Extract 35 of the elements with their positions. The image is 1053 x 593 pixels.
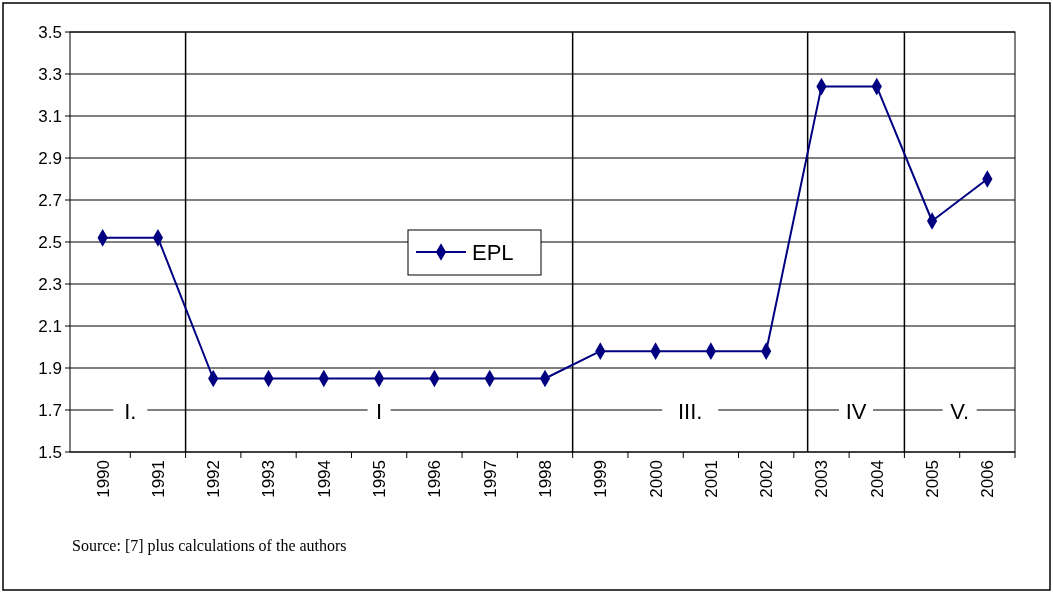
x-tick-label: 1993 bbox=[259, 460, 279, 498]
y-tick-label: 2.3 bbox=[38, 274, 62, 294]
x-tick-label: 1990 bbox=[93, 460, 113, 498]
x-tick-label: 2001 bbox=[701, 460, 721, 498]
annotation: III. bbox=[677, 398, 703, 424]
x-tick-label: 1994 bbox=[314, 460, 334, 498]
x-tick-label: 1992 bbox=[204, 460, 224, 498]
annotation: V. bbox=[950, 398, 970, 424]
x-tick-label: 2002 bbox=[757, 460, 777, 498]
y-tick-label: 3.1 bbox=[38, 106, 62, 126]
x-tick-label: 2005 bbox=[923, 460, 943, 498]
y-tick-label: 3.5 bbox=[38, 22, 62, 42]
x-tick-label: 1995 bbox=[370, 460, 390, 498]
x-tick-label: 1998 bbox=[535, 460, 555, 498]
source-note: Source: [7] plus calculations of the authors bbox=[72, 536, 347, 555]
legend-label: EPL bbox=[472, 239, 514, 265]
annotation: I bbox=[376, 398, 383, 424]
x-tick-label: 2006 bbox=[978, 460, 998, 498]
y-tick-label: 1.7 bbox=[38, 400, 62, 420]
y-tick-label: 2.9 bbox=[38, 148, 62, 168]
annotation: I. bbox=[124, 398, 137, 424]
y-tick-label: 3.3 bbox=[38, 64, 62, 84]
y-tick-label: 1.9 bbox=[38, 358, 62, 378]
y-tick-label: 2.5 bbox=[38, 232, 62, 252]
x-tick-label: 2003 bbox=[812, 460, 832, 498]
x-tick-label: 2004 bbox=[867, 460, 887, 498]
x-tick-label: 1999 bbox=[591, 460, 611, 498]
x-tick-label: 2000 bbox=[646, 460, 666, 498]
annotation: IV bbox=[845, 398, 867, 424]
y-tick-label: 1.5 bbox=[38, 442, 62, 462]
x-tick-label: 1991 bbox=[148, 460, 168, 498]
x-tick-label: 1997 bbox=[480, 460, 500, 498]
x-tick-label: 1996 bbox=[425, 460, 445, 498]
y-tick-label: 2.1 bbox=[38, 316, 62, 336]
y-tick-label: 2.7 bbox=[38, 190, 62, 210]
